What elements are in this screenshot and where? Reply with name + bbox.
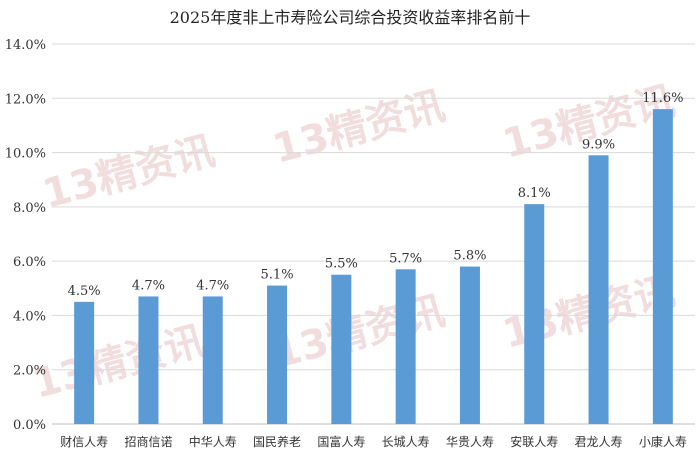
data-label: 4.7% <box>132 278 165 293</box>
x-tick-label: 安联人寿 <box>510 434 558 449</box>
data-label: 11.6% <box>642 91 683 106</box>
x-tick-label: 国民养老 <box>253 434 301 449</box>
data-label: 9.9% <box>582 137 615 152</box>
data-label: 8.1% <box>518 186 551 201</box>
bar <box>395 269 416 424</box>
x-tick-label: 财信人寿 <box>60 435 108 449</box>
bar <box>138 296 159 424</box>
data-label: 5.5% <box>325 257 358 272</box>
y-tick-label: 14.0% <box>5 38 46 53</box>
x-tick-label: 华贵人寿 <box>446 435 494 449</box>
bars <box>74 109 673 425</box>
x-tick-label: 招商信诺 <box>124 434 172 449</box>
bar <box>331 274 352 424</box>
bar <box>74 301 95 424</box>
data-label: 5.7% <box>389 251 422 266</box>
y-tick-label: 10.0% <box>5 147 46 162</box>
y-tick-label: 6.0% <box>13 255 46 270</box>
y-axis-ticks: 0.0% 2.0% 4.0% 6.0% 8.0% 10.0% 12.0% 14.0% <box>5 38 46 433</box>
y-tick-label: 0.0% <box>13 418 46 433</box>
x-tick-label: 长城人寿 <box>382 435 430 449</box>
bar <box>267 285 288 424</box>
bar <box>202 296 223 424</box>
y-tick-label: 8.0% <box>13 201 46 216</box>
bar <box>588 155 609 425</box>
data-label: 5.8% <box>453 249 486 264</box>
bar <box>459 266 480 424</box>
x-axis-ticks: 财信人寿 招商信诺 中华人寿 国民养老 国富人寿 长城人寿 华贵人寿 安联人寿 君龙人寿 小康人寿 <box>60 434 687 449</box>
bar <box>652 109 673 425</box>
data-label: 4.7% <box>196 278 229 293</box>
x-tick-label: 中华人寿 <box>189 434 237 449</box>
data-label: 4.5% <box>68 284 101 299</box>
y-tick-label: 12.0% <box>5 92 46 107</box>
x-tick-label: 小康人寿 <box>639 434 687 449</box>
grid-lines <box>52 43 695 425</box>
data-label: 5.1% <box>261 268 294 283</box>
data-labels: 4.5% 4.7% 4.7% 5.1% 5.5% 5.7% 5.8% 8.1% 9.9% 11.6… <box>68 91 684 299</box>
x-tick-label: 国富人寿 <box>317 434 365 449</box>
chart-title: 2025年度非上市寿险公司综合投资收益率排名前十 <box>169 8 531 27</box>
bar <box>524 204 545 424</box>
y-tick-label: 4.0% <box>13 309 46 324</box>
y-tick-label: 2.0% <box>13 364 46 379</box>
x-tick-label: 君龙人寿 <box>575 435 623 449</box>
